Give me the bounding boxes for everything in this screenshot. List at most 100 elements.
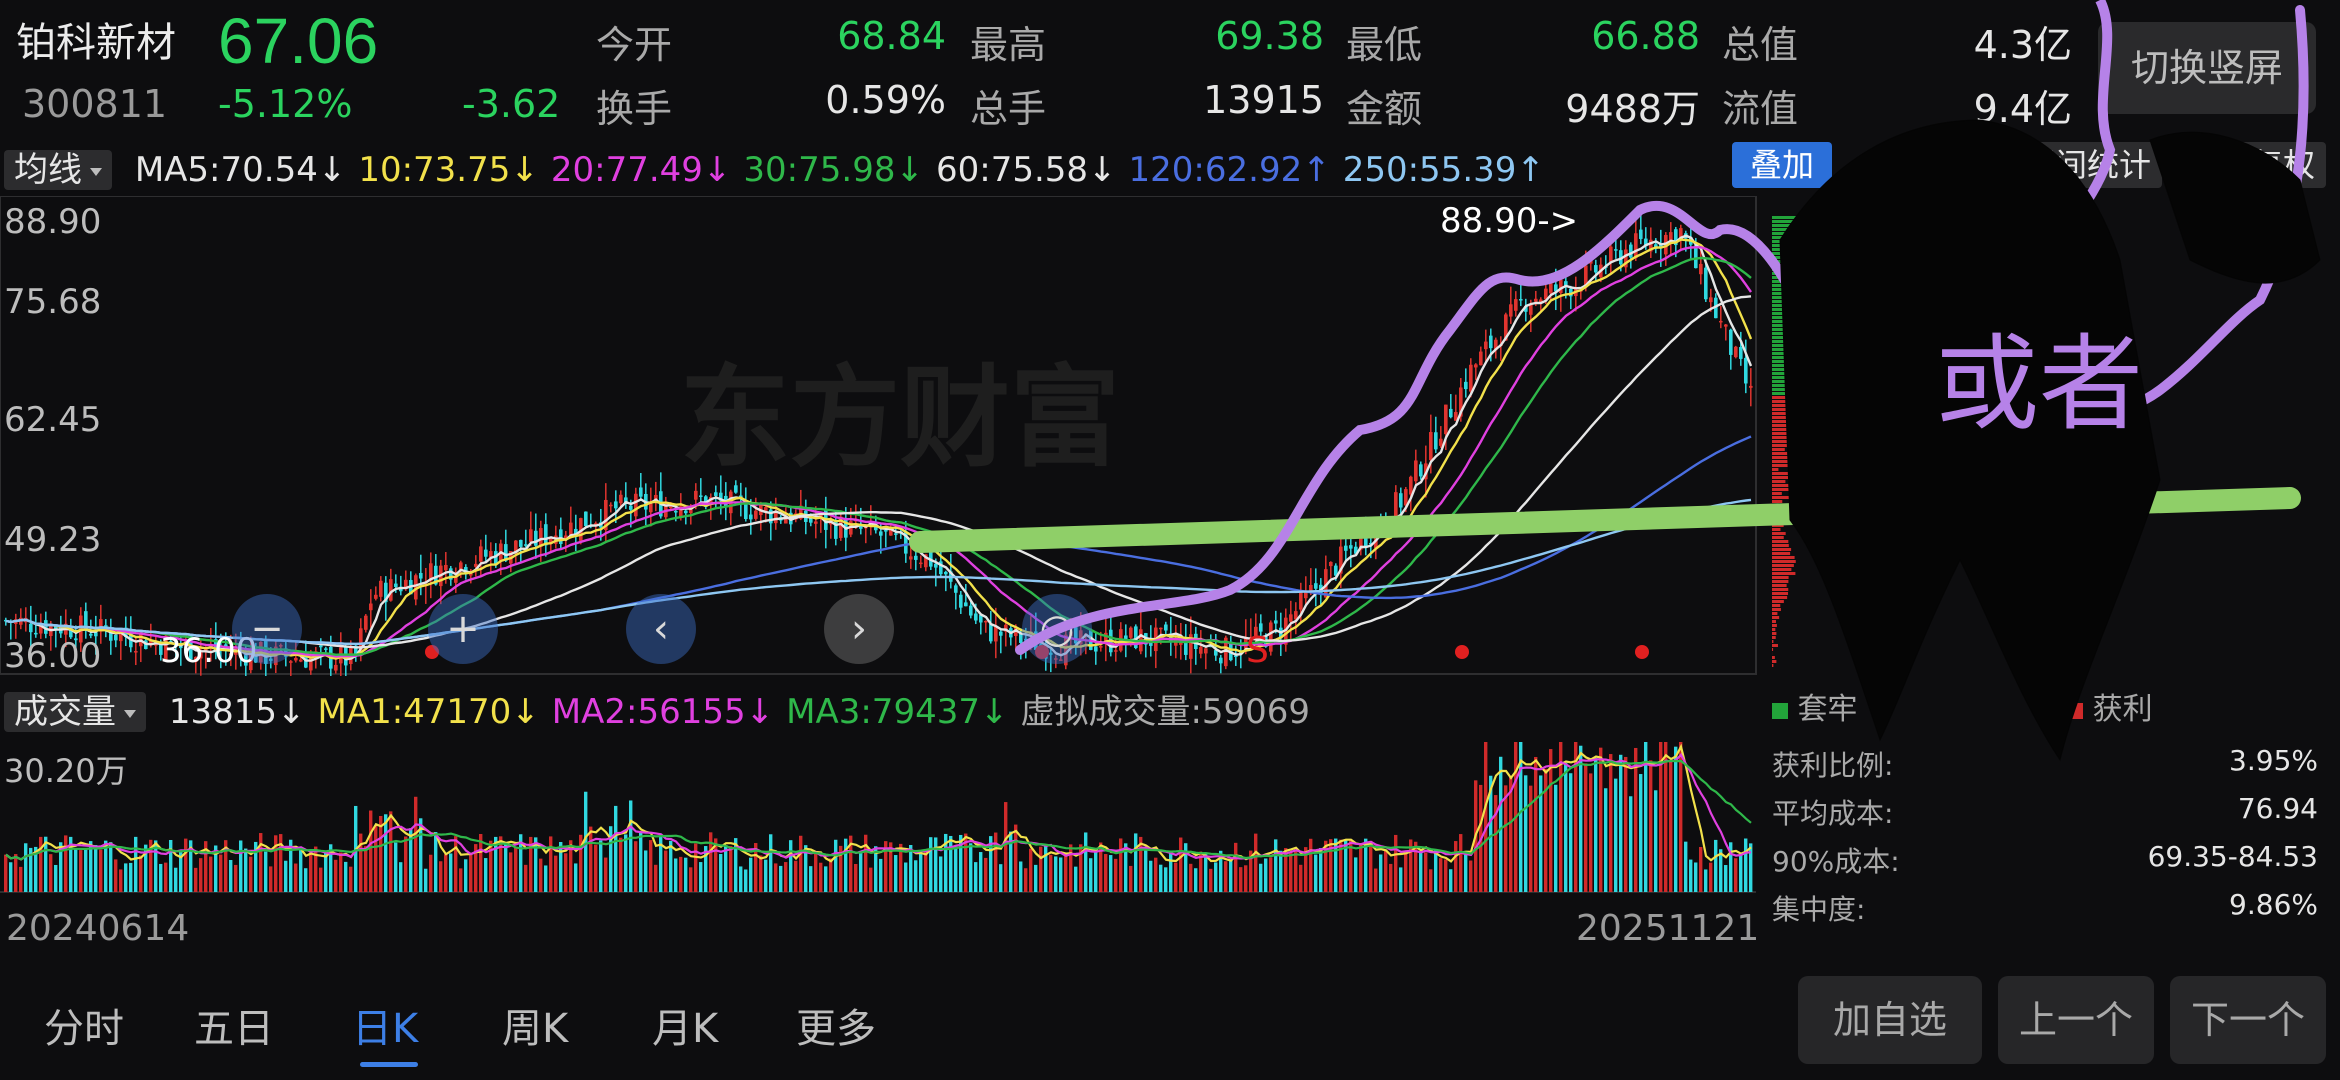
candle-body <box>84 611 88 631</box>
volume-bar <box>24 843 28 892</box>
volume-bar <box>894 855 898 892</box>
candle-body <box>1309 585 1313 591</box>
zoom-out-button[interactable]: − <box>232 594 302 664</box>
previous-button[interactable]: 上一个 <box>1998 976 2154 1064</box>
candle-body <box>1489 335 1493 349</box>
volume-bar <box>249 856 253 892</box>
volume-bar <box>1694 862 1698 892</box>
volume-bar <box>464 859 468 892</box>
scroll-left-button[interactable]: ‹ <box>626 594 696 664</box>
range-stats-button[interactable]: 区间统计 <box>2012 142 2162 188</box>
chip-bar <box>1772 216 1813 219</box>
candle-body <box>1694 245 1698 269</box>
volume-bar <box>1339 839 1343 892</box>
stat-value: 68.84 <box>837 14 946 58</box>
candle-body <box>379 580 383 597</box>
volume-bar <box>1604 788 1608 892</box>
adjust-button[interactable]: 复权 <box>2240 142 2326 188</box>
candle-body <box>1384 520 1388 525</box>
plus-icon: + <box>446 606 480 652</box>
candle-body <box>1719 320 1723 323</box>
chip-bar <box>1772 476 1792 479</box>
stat-label: 最低 <box>1346 23 1423 67</box>
volume-bar <box>1269 857 1273 892</box>
candle-body <box>609 504 613 507</box>
candle-body <box>1054 658 1058 660</box>
candle-body <box>1509 304 1513 317</box>
volume-bar <box>1544 768 1548 892</box>
volume-bar <box>419 818 423 892</box>
tab-3[interactable]: 周K <box>502 1006 569 1052</box>
tab-0[interactable]: 分时 <box>44 1006 124 1052</box>
chip-bar <box>1772 580 1789 583</box>
volume-bar <box>799 835 803 892</box>
chip-row-value: 69.35-84.53 <box>2147 840 2318 873</box>
tab-4[interactable]: 月K <box>652 1006 719 1052</box>
volume-bar <box>1234 842 1238 892</box>
chip-bar <box>1772 624 1777 627</box>
chip-bar <box>1772 392 1811 395</box>
volume-bar <box>139 855 143 892</box>
next-button[interactable]: 下一个 <box>2170 976 2326 1064</box>
switch-portrait-button[interactable]: 切换竖屏 <box>2098 22 2316 114</box>
volume-bar <box>624 834 628 892</box>
tab-5[interactable]: 更多 <box>796 1006 876 1052</box>
volume-bar <box>569 840 573 892</box>
volume-bar <box>1314 854 1318 892</box>
volume-value: MA1:47170↓ <box>317 692 540 732</box>
volume-bar <box>1414 841 1418 892</box>
volume-bar <box>1084 832 1088 892</box>
volume-bar <box>1324 840 1328 892</box>
chip-bar <box>1772 484 1790 487</box>
volume-bar <box>1609 754 1613 892</box>
volume-bar <box>289 839 293 892</box>
volume-bar <box>1634 747 1638 892</box>
volume-bar <box>1484 742 1488 892</box>
reset-view-button[interactable]: ○ <box>1022 594 1092 664</box>
chip-bar <box>1772 304 1843 307</box>
zoom-in-button[interactable]: + <box>428 594 498 664</box>
volume-bar <box>329 844 333 892</box>
volume-bar <box>724 845 728 892</box>
tab-1[interactable]: 五日 <box>194 1006 274 1052</box>
candle-body <box>414 575 418 600</box>
volume-selector[interactable]: 成交量 <box>4 692 146 732</box>
ma-selector[interactable]: 均线 <box>4 150 112 190</box>
volume-bar <box>1629 796 1633 892</box>
chip-bar <box>1772 636 1776 639</box>
candle-body <box>999 631 1003 636</box>
volume-bar <box>944 833 948 892</box>
chip-bar <box>1772 368 1819 371</box>
volume-bar <box>634 841 638 892</box>
volume-bar <box>1444 859 1448 892</box>
volume-bar <box>579 834 583 892</box>
candle-body <box>459 562 463 572</box>
scroll-right-button[interactable]: › <box>824 594 894 664</box>
candle-body <box>519 539 523 547</box>
stat-label: 今开 <box>596 23 673 67</box>
candle-body <box>4 619 8 622</box>
volume-bar <box>384 814 388 892</box>
volume-bar <box>779 865 783 892</box>
candle-body <box>1059 659 1063 661</box>
volume-bar <box>959 834 963 892</box>
volume-bar <box>504 842 508 892</box>
volume-chart[interactable] <box>0 736 1760 896</box>
tab-2[interactable]: 日K <box>352 1006 419 1052</box>
volume-bar <box>184 838 188 892</box>
volume-bar <box>594 844 598 892</box>
date-start: 20240614 <box>6 908 190 949</box>
candle-body <box>1409 476 1413 495</box>
candle-body <box>904 531 908 554</box>
candle-body <box>54 625 58 630</box>
overlay-button[interactable]: 叠加 <box>1732 142 1832 188</box>
volume-bar <box>889 842 893 892</box>
chip-bar <box>1772 296 1836 299</box>
volume-bar <box>614 805 618 892</box>
candle-body <box>1484 341 1488 350</box>
signal-letter: S <box>1246 630 1269 671</box>
stat-label: 最高 <box>970 23 1047 67</box>
volume-bar <box>1594 757 1598 892</box>
add-watchlist-button[interactable]: 加自选 <box>1798 976 1982 1064</box>
candle-body <box>1704 267 1708 300</box>
